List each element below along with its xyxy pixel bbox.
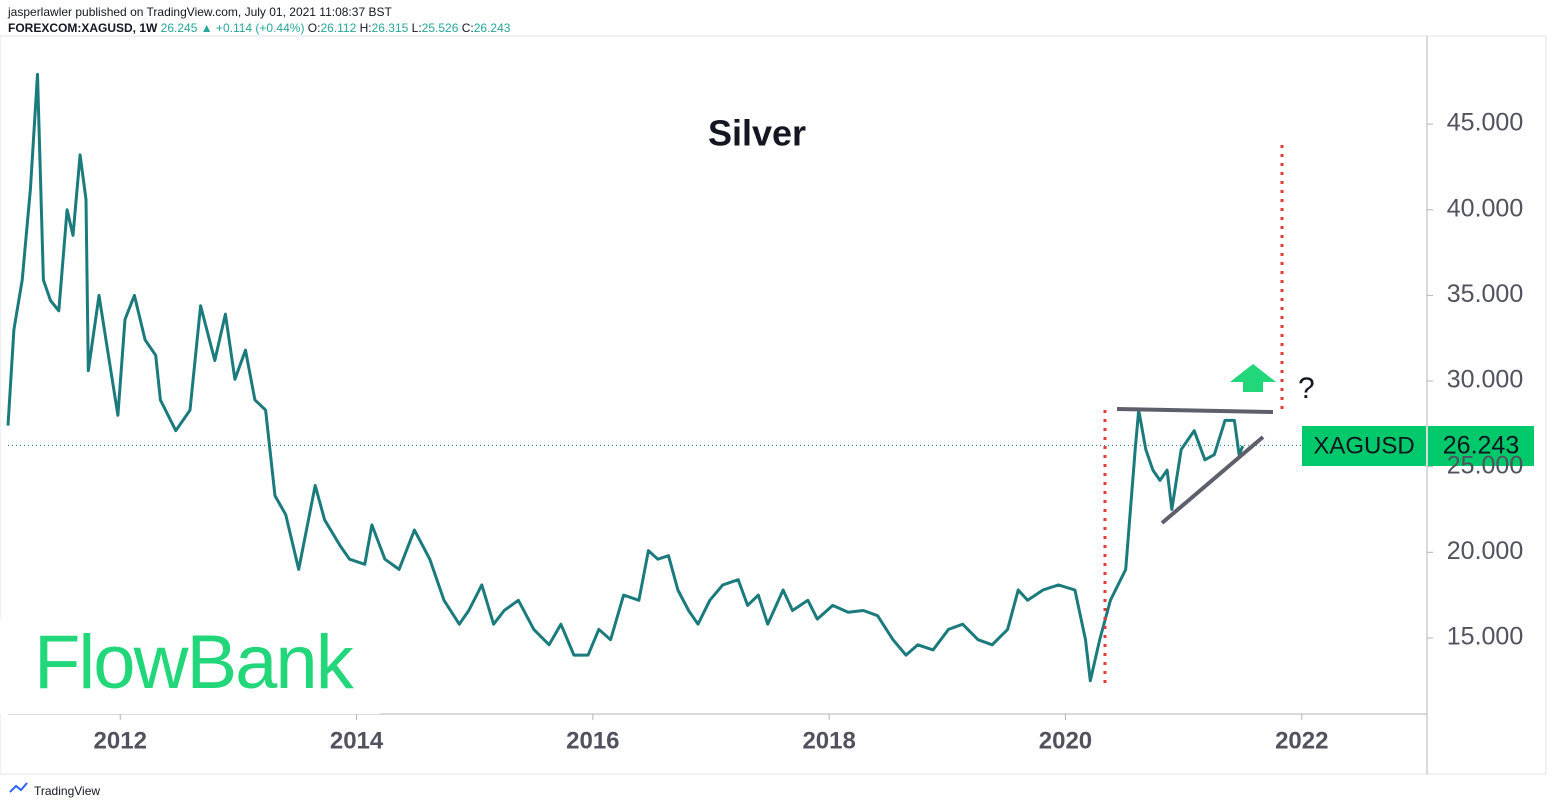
support-line (1160, 435, 1265, 525)
annotation: ? (1298, 372, 1315, 405)
up-arrow (1230, 364, 1276, 392)
x-tick-label: 2014 (330, 727, 384, 754)
header-segment: 26.315 (371, 21, 412, 35)
header-segment: L: (411, 21, 422, 35)
logo: FlowBank (34, 620, 355, 705)
x-tick-label: 2018 (802, 727, 855, 754)
plot-area (6, 72, 1427, 683)
price-label: 26.243 (1443, 432, 1519, 460)
x-tick-label: 2012 (94, 727, 147, 754)
header-segment: 26.245 (160, 21, 201, 35)
y-tick-label: 30.000 (1447, 366, 1523, 394)
y-tick-label: 45.000 (1447, 109, 1523, 137)
symbol-label: XAGUSD (1313, 432, 1414, 459)
symbol-tag (1302, 426, 1426, 466)
chart-title: Silver (708, 113, 806, 154)
header-segment: ▲ +0.114 (+0.44%) (200, 21, 308, 35)
header-line: jasperlawler published on TradingView.co… (8, 4, 510, 20)
header-segment: 26.112 (320, 21, 360, 35)
price-line (6, 72, 1245, 683)
resistance-line (1116, 407, 1274, 414)
y-tick-label: 15.000 (1447, 623, 1523, 651)
header-segment: H: (359, 21, 372, 35)
footer: TradingView (34, 784, 100, 798)
publisher: jasperlawler published on TradingView.co… (8, 5, 392, 19)
x-tick-label: 2016 (566, 727, 619, 754)
y-tick-label: 40.000 (1447, 194, 1523, 222)
logo-backdrop (0, 620, 380, 714)
x-tick-label: 2022 (1275, 727, 1328, 754)
header-segment: FOREXCOM:XAGUSD, 1W (8, 21, 161, 35)
header-segment: 25.526 (421, 21, 462, 35)
x-tick-label: 2020 (1039, 727, 1092, 754)
price-tag (1428, 426, 1534, 466)
header: jasperlawler published on TradingView.co… (8, 4, 510, 36)
y-tick-label: 20.000 (1447, 537, 1523, 565)
tv-icon (9, 782, 28, 793)
header-segment: 26.243 (473, 21, 511, 35)
header-line: FOREXCOM:XAGUSD, 1W 26.245 ▲ +0.114 (+0.… (8, 20, 510, 36)
y-tick-label: 35.000 (1447, 280, 1523, 308)
header-segment: C: (461, 21, 474, 35)
frame (0, 35, 1547, 775)
y-tick-label: 25.000 (1447, 451, 1523, 479)
header-segment: O: (307, 21, 321, 35)
